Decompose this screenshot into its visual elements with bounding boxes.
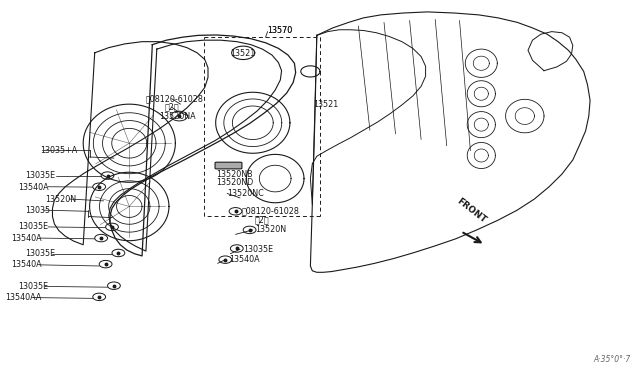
Text: 13540AA: 13540AA [5, 293, 42, 302]
Text: 13035E: 13035E [26, 171, 56, 180]
Text: FRONT: FRONT [454, 197, 487, 225]
Text: 13521: 13521 [314, 100, 339, 109]
Text: 13521: 13521 [230, 49, 255, 58]
Text: 13540A: 13540A [12, 260, 42, 269]
Text: 13035E: 13035E [243, 245, 273, 254]
Text: 13520NB: 13520NB [216, 170, 253, 179]
Text: 13520ND: 13520ND [216, 178, 253, 187]
Text: 13570: 13570 [268, 26, 292, 35]
Text: 13035E: 13035E [26, 249, 56, 258]
Text: Ⓑ08120-61028: Ⓑ08120-61028 [146, 94, 204, 103]
Text: （2）: （2） [255, 215, 269, 224]
Text: 13540A: 13540A [229, 255, 260, 264]
Text: 13540A: 13540A [12, 234, 42, 243]
Text: 13520NC: 13520NC [227, 189, 264, 198]
Text: （2）: （2） [165, 103, 180, 112]
Text: 13035: 13035 [26, 206, 51, 215]
Text: 13520N: 13520N [255, 225, 286, 234]
Text: Ⓑ08120-61028: Ⓑ08120-61028 [242, 207, 300, 216]
Text: 13035+A: 13035+A [40, 146, 77, 155]
Text: 13035E: 13035E [18, 282, 48, 291]
Text: 13520NA: 13520NA [159, 112, 195, 121]
Text: 13570: 13570 [268, 26, 292, 35]
Text: 13540A: 13540A [18, 183, 49, 192]
Text: A·35°0°·7: A·35°0°·7 [593, 355, 630, 364]
FancyBboxPatch shape [215, 162, 242, 169]
Text: 13520N: 13520N [45, 195, 76, 203]
Text: 13035E: 13035E [18, 222, 48, 231]
